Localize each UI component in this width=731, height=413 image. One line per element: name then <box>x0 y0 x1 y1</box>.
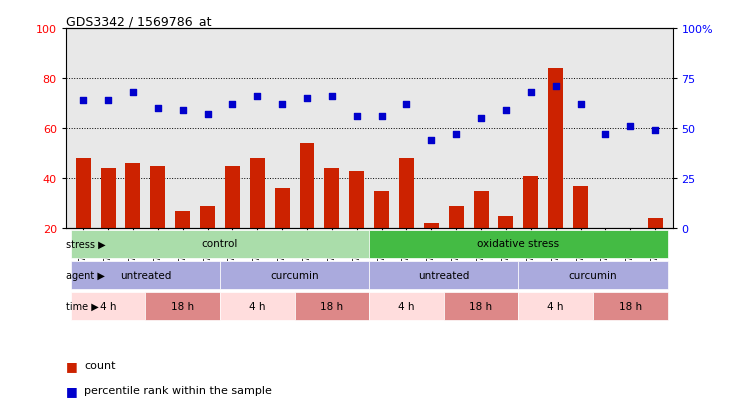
Point <box>624 123 636 130</box>
Bar <box>220 292 295 320</box>
Text: 4 h: 4 h <box>100 301 116 311</box>
Text: GDS3342 / 1569786_at: GDS3342 / 1569786_at <box>66 15 211 28</box>
Text: untreated: untreated <box>120 270 171 280</box>
Bar <box>71 261 220 290</box>
Bar <box>71 230 369 259</box>
Bar <box>523 176 538 229</box>
Bar <box>598 229 613 231</box>
Point <box>475 116 487 122</box>
Text: 4 h: 4 h <box>249 301 265 311</box>
Bar <box>250 159 265 229</box>
Bar <box>325 169 339 229</box>
Point <box>276 102 288 108</box>
Point <box>376 114 387 120</box>
Point <box>425 138 437 144</box>
Bar <box>374 191 389 229</box>
Bar <box>444 292 518 320</box>
Point <box>77 97 89 104</box>
Point <box>251 94 263 100</box>
Point <box>202 112 213 118</box>
Bar <box>275 189 289 229</box>
Point <box>127 90 139 96</box>
Text: ■: ■ <box>66 359 77 372</box>
Bar <box>648 219 662 229</box>
Bar <box>593 292 667 320</box>
Bar <box>449 206 463 229</box>
Text: stress ▶: stress ▶ <box>67 239 106 249</box>
Text: curcumin: curcumin <box>270 270 319 280</box>
Point <box>227 102 238 108</box>
Bar <box>369 292 444 320</box>
Bar <box>225 166 240 229</box>
Text: count: count <box>84 361 115 370</box>
Bar <box>145 292 220 320</box>
Text: 4 h: 4 h <box>548 301 564 311</box>
Bar <box>126 164 140 229</box>
Point <box>177 107 189 114</box>
Point <box>500 107 512 114</box>
Text: 4 h: 4 h <box>398 301 414 311</box>
Bar <box>295 292 369 320</box>
Point <box>575 102 586 108</box>
Point <box>599 132 611 138</box>
Bar <box>548 69 563 229</box>
Point <box>351 114 363 120</box>
Point <box>301 95 313 102</box>
Text: 18 h: 18 h <box>469 301 493 311</box>
Text: 18 h: 18 h <box>320 301 344 311</box>
Bar <box>151 166 165 229</box>
Bar <box>518 292 593 320</box>
Bar <box>623 229 637 231</box>
Text: control: control <box>202 239 238 249</box>
Text: percentile rank within the sample: percentile rank within the sample <box>84 385 272 395</box>
Point <box>152 106 164 112</box>
Point <box>401 102 412 108</box>
Bar <box>518 261 667 290</box>
Point <box>525 90 537 96</box>
Text: untreated: untreated <box>418 270 469 280</box>
Text: time ▶: time ▶ <box>67 301 99 311</box>
Text: agent ▶: agent ▶ <box>67 270 105 280</box>
Text: ■: ■ <box>66 384 77 397</box>
Text: 18 h: 18 h <box>618 301 642 311</box>
Bar <box>175 211 190 229</box>
Text: curcumin: curcumin <box>569 270 617 280</box>
Bar <box>101 169 115 229</box>
Point <box>326 94 338 100</box>
Point <box>550 83 561 90</box>
Bar <box>349 171 364 229</box>
Bar <box>499 216 513 229</box>
Bar <box>369 230 667 259</box>
Point <box>649 128 661 134</box>
Bar <box>200 206 215 229</box>
Text: oxidative stress: oxidative stress <box>477 239 559 249</box>
Point <box>102 97 114 104</box>
Text: 18 h: 18 h <box>171 301 194 311</box>
Bar <box>474 191 488 229</box>
Bar <box>399 159 414 229</box>
Bar <box>71 292 145 320</box>
Bar <box>220 261 369 290</box>
Bar <box>76 159 91 229</box>
Bar <box>369 261 518 290</box>
Bar <box>424 224 439 229</box>
Bar <box>573 186 588 229</box>
Bar <box>300 144 314 229</box>
Point <box>450 132 462 138</box>
